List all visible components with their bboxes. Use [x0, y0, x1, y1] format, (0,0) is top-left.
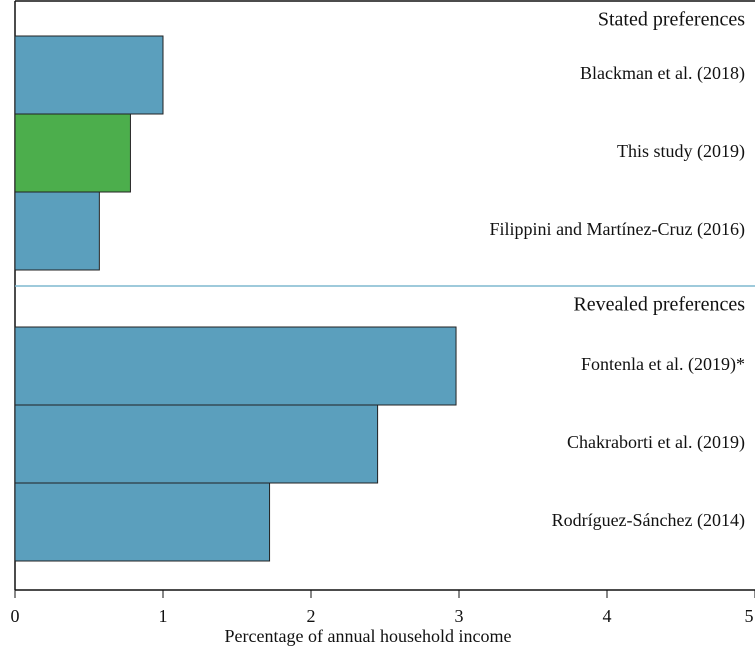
bar	[14, 326, 457, 406]
group-title: Stated preferences	[598, 9, 745, 31]
x-axis-title: Percentage of annual household income	[225, 626, 512, 646]
x-tick-label: 1	[159, 606, 168, 626]
group-title: Revealed preferences	[573, 294, 745, 316]
x-tick-label: 5	[745, 606, 754, 626]
x-tick-label: 2	[307, 606, 316, 626]
bar-label: Rodríguez-Sánchez (2014)	[552, 510, 745, 531]
bar-label: Blackman et al. (2018)	[580, 63, 745, 84]
bar-label: This study (2019)	[617, 141, 745, 162]
bar-label: Fontenla et al. (2019)*	[581, 354, 745, 375]
bar	[14, 404, 379, 484]
bar-label: Chakraborti et al. (2019)	[567, 432, 745, 453]
x-tick-label: 4	[603, 606, 612, 626]
x-tick-label: 3	[455, 606, 464, 626]
bar	[14, 191, 100, 271]
bar	[14, 482, 271, 562]
bar	[14, 35, 164, 115]
bar	[14, 113, 131, 193]
x-tick-label: 0	[11, 606, 20, 626]
bar-label: Filippini and Martínez-Cruz (2016)	[490, 219, 745, 240]
